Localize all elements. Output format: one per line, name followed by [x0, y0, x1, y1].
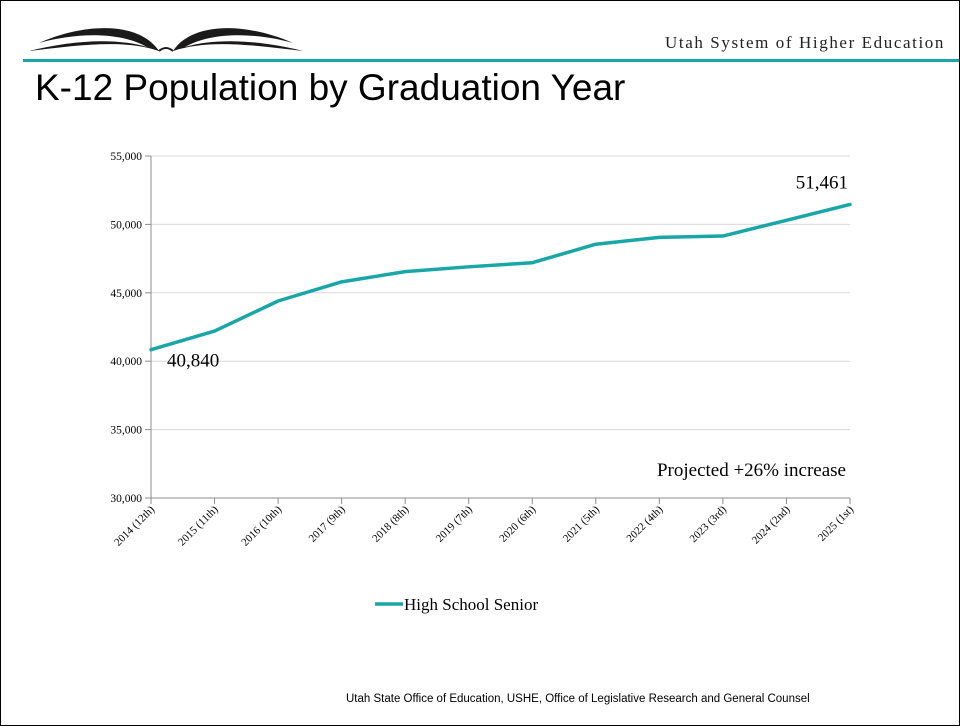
page-title: K-12 Population by Graduation Year [35, 67, 626, 108]
x-tick-label: 2024 (2nd) [750, 503, 793, 546]
y-tick-label: 30,000 [110, 493, 142, 505]
x-tick-label: 2015 (11th) [176, 503, 221, 548]
x-tick-label: 2021 (5th) [561, 503, 602, 544]
x-tick-label: 2023 (3rd) [687, 503, 729, 545]
header-rule [23, 59, 959, 62]
book-logo-icon [29, 28, 303, 52]
x-tick-label: 2019 (7th) [434, 503, 475, 544]
legend-label: High School Senior [404, 595, 538, 614]
organization-name: Utah System of Higher Education [665, 33, 945, 52]
series-line-high-school-senior [149, 202, 852, 352]
x-tick-label: 2025 (1st) [816, 503, 856, 543]
y-tick-label: 40,000 [110, 356, 142, 368]
x-tick-label: 2014 (12th) [112, 503, 157, 548]
x-tick-label: 2016 (10th) [239, 503, 284, 548]
x-tick-label: 2022 (4th) [624, 503, 665, 544]
y-tick-label: 45,000 [110, 288, 142, 300]
annotation-projected-increase: Projected +26% increase [657, 460, 846, 481]
source-note: Utah State Office of Education, USHE, Of… [346, 693, 810, 705]
x-tick-label: 2017 (9th) [307, 503, 348, 544]
data-label-end: 51,461 [796, 172, 848, 193]
y-tick-label: 35,000 [110, 425, 142, 437]
y-tick-label: 50,000 [110, 219, 142, 231]
x-tick-label: 2018 (8th) [370, 503, 411, 544]
y-tick-label: 55,000 [110, 151, 142, 163]
x-tick-label: 2020 (6th) [497, 503, 538, 544]
data-label-start: 40,840 [167, 351, 219, 372]
